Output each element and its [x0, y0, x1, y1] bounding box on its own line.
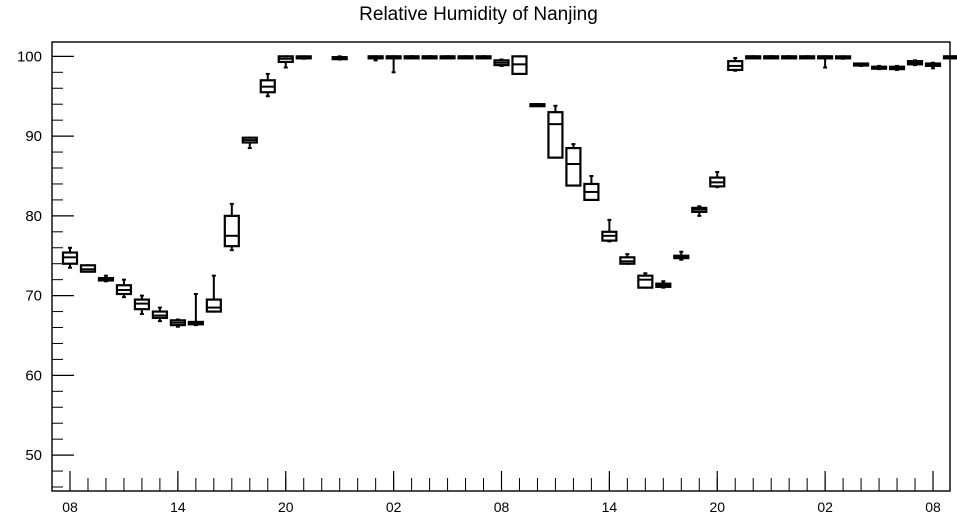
box-plot [133, 294, 151, 315]
box-plot [511, 55, 528, 76]
y-tick-label: 80 [25, 208, 42, 225]
box-plot [205, 274, 222, 313]
box-plot [79, 264, 97, 273]
box-iqr [205, 298, 222, 313]
y-tick-label: 90 [25, 128, 42, 145]
plot-frame [51, 41, 951, 492]
box-plot [619, 253, 636, 265]
box-plot [655, 280, 672, 289]
x-tick-label: 02 [386, 499, 402, 515]
x-tick-label: 14 [602, 499, 618, 515]
box-plot [601, 218, 618, 243]
box-plot [187, 293, 204, 327]
box-plot [799, 55, 816, 60]
box-series [61, 55, 957, 328]
axis-ticks: 50 60 70 80 90 100 08 14 20 02 08 14 20 02 08 [17, 48, 941, 515]
x-tick-label: 08 [494, 499, 510, 515]
box-plot [835, 55, 852, 60]
box-plot [223, 202, 240, 252]
y-tick-label: 50 [25, 447, 42, 464]
box-iqr [637, 274, 654, 289]
box-plot [781, 55, 798, 60]
y-tick-label: 60 [25, 367, 42, 384]
box-plot [942, 55, 957, 60]
x-tick-label: 20 [709, 499, 725, 515]
box-plot [115, 278, 133, 299]
box-plot [673, 250, 690, 261]
box-plot [637, 272, 654, 289]
x-tick-label: 08 [62, 499, 78, 515]
y-tick-label: 70 [25, 288, 42, 305]
box-plot [493, 58, 510, 67]
box-plot [547, 104, 564, 159]
x-tick-label: 02 [817, 499, 833, 515]
box-plot [151, 306, 168, 323]
x-tick-label: 08 [925, 499, 941, 515]
box-plot [295, 55, 312, 60]
y-tick-label: 100 [17, 48, 42, 65]
box-iqr [565, 146, 582, 187]
box-plot [241, 136, 258, 150]
box-plot [583, 174, 600, 202]
box-plot [457, 55, 474, 60]
box-plot [906, 59, 924, 67]
x-tick-label: 20 [278, 499, 294, 515]
box-plot [888, 64, 906, 71]
box-iqr [547, 111, 564, 159]
box-plot [169, 318, 186, 328]
box-plot [565, 143, 582, 187]
x-tick-label: 14 [170, 499, 186, 515]
box-plot [259, 72, 276, 98]
box-plot [475, 55, 492, 60]
box-plot [331, 55, 348, 61]
box-plot [852, 62, 870, 67]
box-plot [367, 55, 384, 62]
box-plot [817, 55, 834, 69]
box-plot [421, 55, 438, 60]
chart-title: Relative Humidity of Nanjing [359, 4, 598, 25]
box-plot [870, 64, 888, 71]
box-plot [439, 55, 456, 60]
box-plot [277, 55, 294, 69]
box-iqr [223, 214, 240, 248]
box-plot [709, 170, 726, 189]
box-plot [529, 103, 546, 108]
box-plot [763, 55, 780, 60]
box-plot [745, 55, 762, 60]
box-plot [727, 56, 744, 72]
box-plot [924, 61, 942, 70]
box-plot [385, 55, 402, 74]
box-plot [403, 55, 420, 60]
box-plot [97, 274, 115, 283]
box-plot [61, 246, 79, 269]
box-plot [691, 205, 708, 217]
